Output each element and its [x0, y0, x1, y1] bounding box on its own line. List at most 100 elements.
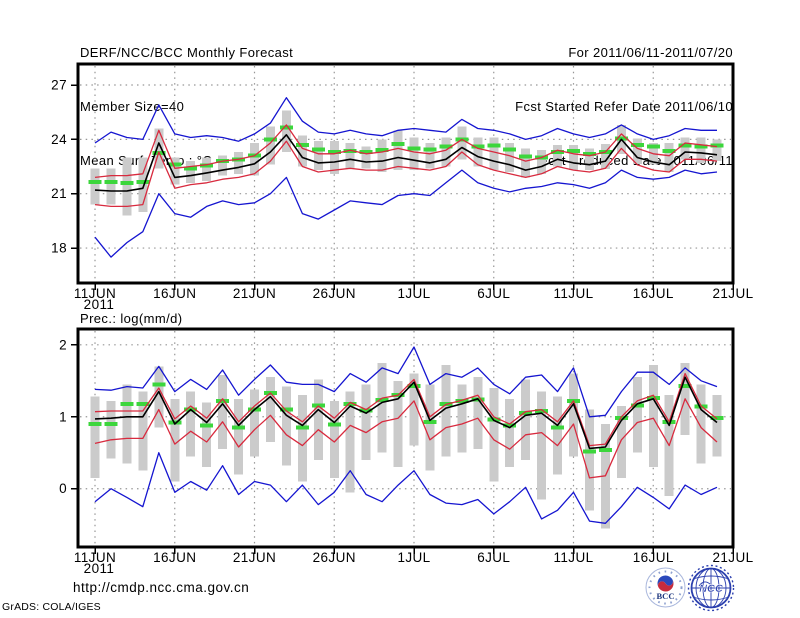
prec-chart-spread-bar [521, 379, 531, 460]
prec-chart-spread-bar [250, 389, 259, 457]
temp-chart-spread-bar [489, 137, 499, 171]
prec-chart-upper-line [94, 372, 718, 447]
temp-chart-climatology-dash [551, 150, 565, 155]
temp-chart-mean-line [94, 134, 718, 192]
temp-chart-climatology-dash [359, 150, 373, 155]
prec-chart-xtick-label: 21JUN [233, 550, 276, 565]
prec-chart-xtick-label: 16JUL [633, 550, 674, 565]
temp-chart-spread-bar [329, 141, 339, 174]
source-url: http://cmdp.ncc.cma.gov.cn [73, 580, 250, 595]
prec-chart-spread-bar [281, 386, 291, 466]
prec-chart-climatology-dash [423, 419, 437, 424]
temp-chart-year-label: 2011 [84, 297, 115, 312]
prec-chart-ytick-label: 0 [59, 481, 67, 496]
temp-chart-xtick-label: 26JUN [313, 286, 356, 301]
prec-chart-climatology-dash [327, 422, 341, 427]
temp-chart-climatology-dash [662, 149, 676, 154]
temp-chart-climatology-dash [391, 141, 405, 146]
temp-chart-xtick-label: 21JUN [233, 286, 276, 301]
temp-chart-spread-bar [281, 110, 291, 153]
prec-chart-xtick-label: 11JUL [553, 550, 593, 565]
prec-chart-climatology-dash [104, 421, 118, 426]
prec-chart-spread-bar [648, 364, 658, 468]
prec-chart-spread-bar [377, 362, 387, 453]
temp-chart-ytick-label: 24 [51, 132, 67, 147]
prec-chart-climatology-dash [232, 425, 246, 430]
ncc-globe-grid-icon [691, 568, 731, 608]
temp-chart-climatology-dash [646, 144, 660, 149]
prec-chart-xtick-label: 16JUN [153, 550, 196, 565]
temp-chart-spread-bar [569, 144, 578, 171]
temp-chart-spread-bar [712, 139, 722, 162]
ncc-logo-label: NCC [699, 583, 724, 595]
temp-chart-xtick-label: 11JUL [553, 286, 593, 301]
prec-chart-climatology-dash [614, 416, 628, 421]
prec-chart-spread-bar [234, 398, 244, 475]
temp-chart-lower-line [94, 140, 718, 208]
temp-chart-tick-labels: 27 24 21 18 11JUN 16JUN 21JUN 26JUN 1JUL 6JUL 11JU… [51, 78, 753, 312]
prec-chart-year-label: 2011 [84, 561, 115, 576]
temp-chart-xtick-label: 16JUN [153, 286, 196, 301]
temp-chart-xtick-label: 11JUN [74, 286, 116, 301]
temp-chart-spread-bar [297, 135, 307, 167]
bcc-swirl-icon [657, 575, 674, 592]
temp-chart-climatology-dash [582, 151, 596, 156]
temp-chart-spread-bar [441, 137, 451, 167]
prec-chart-climatology-dash [630, 403, 644, 408]
prec-chart-climatology-dash [375, 398, 389, 403]
temp-chart-spread-bar [473, 137, 483, 167]
prec-chart-climatology-dash [152, 382, 166, 387]
prec-chart-spread-bar [329, 400, 339, 478]
prec-chart-xtick-label: 6JUL [477, 550, 510, 565]
prec-chart-spread-bar [441, 364, 451, 457]
prec-chart-climatology-dash [535, 409, 549, 414]
temp-chart-xtick-label: 1JUL [397, 286, 430, 301]
temp-chart-climatology-dash [343, 149, 357, 154]
prec-chart-spread-bar [616, 405, 626, 478]
temp-chart-climatology-dash [439, 144, 453, 149]
prec-chart-spread-bar [537, 391, 547, 500]
temp-chart-ticks [71, 84, 734, 290]
page-title: DERF/NCC/BCC Monthly Forecast [80, 45, 294, 60]
prec-chart-xtick-label: 1JUL [397, 550, 430, 565]
prec-chart-climatology-dash [311, 403, 325, 408]
temp-chart-climatology-dash [263, 137, 277, 142]
temp-chart-upper-line [94, 124, 718, 179]
prec-chart-ytick-label: 1 [59, 409, 67, 424]
temp-chart-climatology-dash [375, 148, 389, 153]
prec-chart-climatology-dash [455, 398, 469, 403]
prec-chart-tick-labels: 2 1 0 11JUN 16JUN 21JUN 26JUN 1JUL 6JUL 11JUL 16JU… [59, 337, 753, 576]
ncc-logo: NCC [687, 564, 735, 612]
temp-chart-frame [76, 62, 735, 285]
prec-chart-climatology-dash [88, 421, 102, 426]
prec-chart-ticks [71, 344, 734, 554]
prec-chart-climatology-dash [678, 383, 692, 388]
prec-chart-climatology-dash [407, 383, 421, 388]
prec-chart-climatology-dash [551, 425, 565, 430]
temp-chart-climatology-dash [279, 125, 293, 130]
prec-chart-spread-bar [569, 373, 578, 457]
bcc-logo: BCC [645, 567, 686, 608]
temp-chart-spread-bar [425, 142, 435, 169]
prec-chart-spread-bar [345, 391, 355, 493]
prec-chart-climatology-dash [216, 398, 230, 403]
prec-chart-frame [76, 327, 735, 549]
temp-chart-xtick-label: 21JUL [712, 286, 753, 301]
temp-chart-ytick-label: 27 [51, 78, 67, 93]
temp-chart-climatology-dash [519, 154, 533, 159]
temp-chart-spread-bar [377, 139, 387, 172]
prec-chart-spread-bar [297, 395, 307, 482]
temp-chart-climatology-dash [471, 144, 485, 149]
prec-chart-spread-bar [170, 398, 180, 482]
prec-chart-spread-bar [106, 400, 116, 459]
prec-chart-spread-bar [138, 391, 148, 471]
prec-chart-spread-bar [122, 384, 132, 464]
temp-chart-spread-bar [505, 142, 515, 172]
prec-chart-xtick-label: 21JUL [712, 550, 753, 565]
prec-chart-max-line [94, 346, 718, 418]
temp-chart-spread-bar [138, 157, 148, 212]
prec-chart-ytick-label: 2 [59, 337, 67, 352]
temp-chart-spread-bar [584, 148, 594, 171]
temp-chart-climatology-dash [200, 163, 214, 168]
temp-chart-climatology-dash [678, 143, 692, 148]
